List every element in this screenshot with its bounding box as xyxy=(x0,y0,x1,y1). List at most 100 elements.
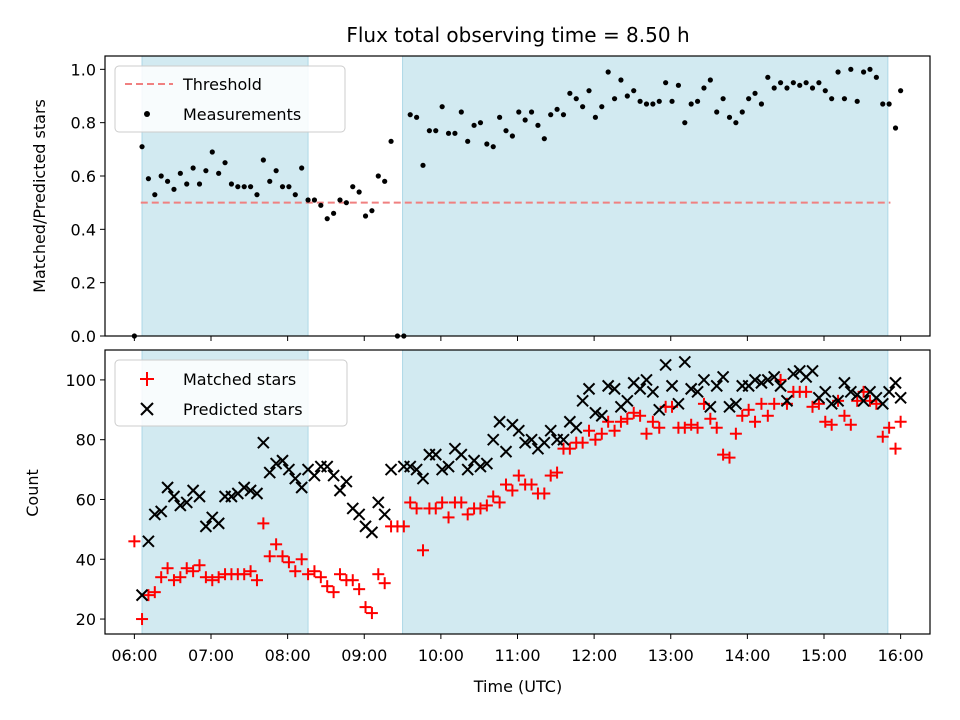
matched-star-point xyxy=(500,478,513,491)
bottom-y-axis-label: Count xyxy=(23,469,42,517)
predicted-star-point xyxy=(282,463,296,476)
matched-star-point xyxy=(416,544,429,557)
cross-b xyxy=(346,502,359,515)
cross-b xyxy=(838,376,851,390)
cross-b xyxy=(767,370,781,384)
measurement-point xyxy=(203,168,209,174)
matched-star-point xyxy=(410,502,423,515)
predicted-star-point xyxy=(640,373,653,387)
predicted-star-point xyxy=(819,385,832,399)
matched-star-point xyxy=(894,415,907,428)
cross-b xyxy=(474,460,487,473)
measurement-point xyxy=(733,120,739,126)
predicted-star-point xyxy=(167,490,181,503)
top-y-tick-label: 0.4 xyxy=(71,220,96,239)
cross-b xyxy=(844,385,858,399)
predicted-star-point xyxy=(237,481,251,494)
measurement-point xyxy=(848,66,854,72)
predicted-star-point xyxy=(755,376,768,390)
predicted-star-point xyxy=(659,358,672,372)
cross-b xyxy=(180,496,193,509)
cross-b xyxy=(467,454,481,467)
measurement-point xyxy=(503,128,509,134)
measurement-point xyxy=(458,109,464,115)
measurement-point xyxy=(216,170,222,176)
matched-star-point xyxy=(378,577,391,590)
measurement-point xyxy=(835,69,841,75)
measurement-point xyxy=(465,138,471,144)
measurement-point xyxy=(273,168,279,174)
cross-b xyxy=(442,460,455,473)
cross-b xyxy=(678,355,692,369)
matched-star-point xyxy=(474,502,487,515)
cross-b xyxy=(295,481,308,494)
measurement-point xyxy=(522,117,528,123)
cross-b xyxy=(480,457,494,470)
cross-b xyxy=(250,487,264,500)
measurement-point xyxy=(541,136,547,142)
top-y-tick-label: 1.0 xyxy=(71,60,96,79)
cross-b xyxy=(723,400,736,414)
cross-b xyxy=(633,382,647,396)
cross-b xyxy=(506,418,519,431)
cross-b xyxy=(199,520,213,533)
measurement-point xyxy=(407,112,413,118)
predicted-star-point xyxy=(225,490,238,503)
measurement-point xyxy=(445,130,452,136)
measurement-point xyxy=(324,216,330,222)
matched-star-point xyxy=(289,565,302,578)
measurement-point xyxy=(139,144,145,150)
cross-b xyxy=(576,394,589,408)
measurement-point xyxy=(330,210,337,216)
predicted-star-point xyxy=(352,508,366,521)
predicted-star-point xyxy=(257,436,270,449)
matched-star-point xyxy=(627,406,640,419)
cross-b xyxy=(135,588,149,602)
measurement-point xyxy=(222,160,228,166)
predicted-star-point xyxy=(761,373,775,387)
measurement-point xyxy=(784,85,790,91)
predicted-star-point xyxy=(250,487,264,500)
matched-star-point xyxy=(353,583,366,596)
measurement-point xyxy=(254,192,260,198)
cross-b xyxy=(665,379,679,393)
measurement-point xyxy=(171,186,177,192)
matched-star-point xyxy=(589,433,602,446)
measurement-point xyxy=(356,189,362,195)
cross-b xyxy=(276,454,289,467)
cross-b xyxy=(780,394,794,408)
cross-b xyxy=(359,520,372,533)
measurement-point xyxy=(299,165,305,171)
cross-b xyxy=(193,490,206,503)
predicted-star-point xyxy=(499,445,513,458)
measurement-point xyxy=(484,141,490,147)
measurement-point xyxy=(605,69,611,75)
cross-b xyxy=(894,391,907,405)
matched-star-point xyxy=(250,574,263,587)
cross-b xyxy=(582,382,596,396)
matched-star-point xyxy=(876,430,889,443)
predicted-star-point xyxy=(684,382,698,396)
predicted-star-point xyxy=(646,385,660,399)
measurement-point xyxy=(637,98,643,104)
matched-star-point xyxy=(136,613,149,626)
measurement-point xyxy=(803,80,809,86)
predicted-star-point xyxy=(295,481,308,494)
matched-star-point xyxy=(736,409,749,422)
measurement-point xyxy=(854,98,860,104)
matched-star-point xyxy=(155,571,168,584)
matched-star-point xyxy=(455,496,468,509)
matched-star-point xyxy=(691,421,704,434)
matched-star-point xyxy=(640,427,653,440)
matched-star-point xyxy=(148,586,161,599)
bottom-panel: 20 40 60 80 100 06:00 07:00 08:00 09:00 10:00 11:… xyxy=(23,349,931,696)
matched-star-point xyxy=(359,601,372,614)
matched-star-point xyxy=(314,571,327,584)
cross-b xyxy=(365,526,379,539)
matched-star-point xyxy=(333,568,346,581)
predicted-star-point xyxy=(135,588,149,602)
measurement-point xyxy=(497,114,503,120)
cross-b xyxy=(142,535,155,548)
predicted-star-point xyxy=(844,385,858,399)
